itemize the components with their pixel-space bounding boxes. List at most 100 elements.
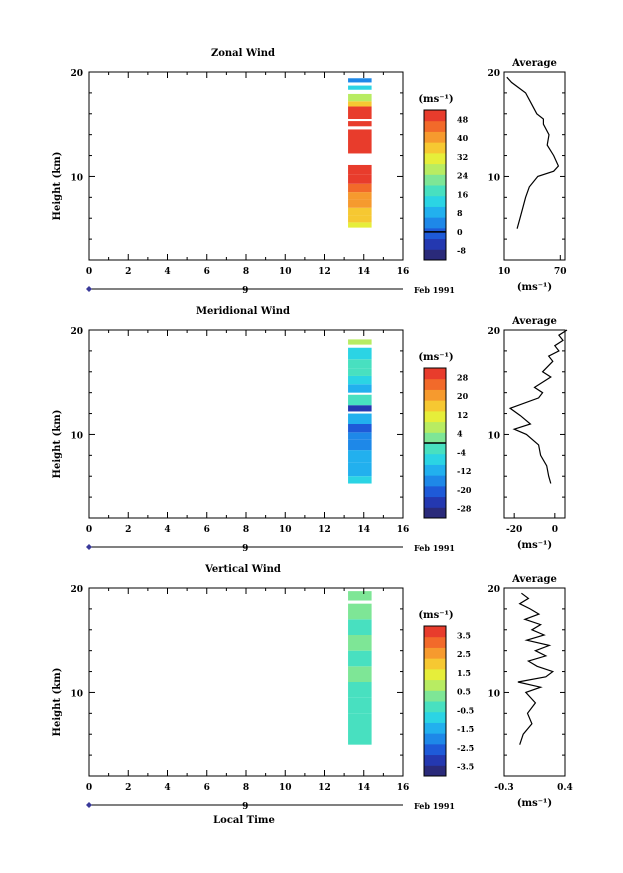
x-tick-label: 0 (86, 525, 92, 535)
colorbar-segment (424, 701, 446, 712)
profile-x-tick-label: -20 (506, 525, 522, 535)
heatmap-cell (348, 713, 372, 729)
heatmap-cell (348, 121, 372, 126)
x-tick-label: 16 (397, 525, 410, 535)
colorbar-segment (424, 400, 446, 411)
x-axis-label: Local Time (213, 815, 275, 826)
panel-title: Meridional Wind (196, 306, 290, 317)
colorbar-segment (424, 722, 446, 733)
colorbar-segment (424, 486, 446, 497)
colorbar-segment (424, 142, 446, 153)
y-tick-label: 10 (70, 689, 83, 699)
profile-x-tick-label: 0 (552, 525, 558, 535)
wind-figure: 0 2 4 6 8 10 12 14 161020Zonal WindHeight (km)9 F… (0, 0, 623, 873)
colorbar-tick-label: -2.5 (457, 743, 474, 753)
colorbar-segment (424, 658, 446, 669)
colorbar-segment (424, 755, 446, 766)
profile-y-tick-label: 10 (487, 431, 500, 441)
heatmap-cell (348, 165, 372, 174)
heatmap-cell (348, 384, 372, 392)
profile-x-tick-label: 10 (498, 267, 511, 277)
x-tick-label: 12 (318, 783, 331, 793)
colorbar-tick-label: -28 (457, 504, 472, 514)
profile-frame (504, 330, 565, 518)
y-tick-label: 20 (70, 327, 83, 337)
x-tick-label: 2 (125, 783, 131, 793)
colorbar-segment (424, 443, 446, 454)
colorbar-tick-label: 0 (457, 227, 463, 237)
heatmap-cell (348, 376, 372, 384)
x-tick-label: 0 (86, 783, 92, 793)
profile-title: Average (511, 58, 557, 69)
x-tick-label: 16 (397, 267, 410, 277)
x-tick-label: 12 (318, 525, 331, 535)
date-bar-start-marker (86, 544, 92, 550)
colorbar-unit: (ms⁻¹) (418, 610, 453, 621)
colorbar-segment (424, 744, 446, 755)
x-tick-label: 10 (279, 267, 292, 277)
colorbar-segment (424, 669, 446, 680)
heatmap-cell (348, 635, 372, 651)
colorbar-tick-label: -1.5 (457, 724, 474, 734)
colorbar-unit: (ms⁻¹) (418, 352, 453, 363)
x-tick-label: 14 (357, 525, 370, 535)
heatmap-cell (348, 174, 372, 183)
heatmap-cell (348, 450, 372, 463)
colorbar-segment (424, 690, 446, 701)
day-marker: 9 (242, 544, 248, 554)
colorbar-segment (424, 475, 446, 486)
profile-frame (504, 72, 565, 260)
profile-line (518, 593, 553, 745)
profile-x-tick-label: 0.4 (557, 783, 573, 793)
colorbar-segment (424, 680, 446, 691)
colorbar-segment (424, 497, 446, 508)
colorbar-segment (424, 432, 446, 443)
x-tick-label: 10 (279, 525, 292, 535)
heatmap-cell (348, 94, 372, 101)
y-tick-label: 10 (70, 173, 83, 183)
y-axis-label: Height (km) (52, 410, 63, 479)
heatmap-cell (348, 106, 372, 119)
heatmap-cell (348, 222, 372, 227)
colorbar-segment (424, 174, 446, 185)
colorbar-segment (424, 733, 446, 744)
y-tick-label: 20 (70, 585, 83, 595)
colorbar-tick-label: 20 (457, 391, 469, 401)
colorbar-tick-label: -4 (457, 447, 466, 457)
heatmap-cell (348, 729, 372, 745)
heatmap-cell (348, 476, 372, 483)
heatmap-cell (348, 184, 372, 192)
heatmap-cell (348, 432, 372, 439)
colorbar-tick-label: 28 (457, 372, 469, 382)
colorbar-segment (424, 110, 446, 121)
heatmap-cell (348, 651, 372, 667)
heatmap-cell (348, 192, 372, 199)
colorbar-segment (424, 249, 446, 260)
profile-x-tick-label: 70 (554, 267, 567, 277)
colorbar-tick-label: 4 (457, 429, 463, 439)
day-marker: 9 (242, 802, 248, 812)
profile-y-tick-label: 10 (487, 689, 500, 699)
colorbar-segment (424, 185, 446, 196)
colorbar-segment (424, 196, 446, 207)
colorbar-tick-label: 16 (457, 189, 469, 199)
x-tick-label: 6 (204, 783, 210, 793)
colorbar-tick-label: -8 (457, 246, 466, 256)
profile-y-tick-label: 10 (487, 173, 500, 183)
heatmap-cell (348, 424, 372, 432)
colorbar-segment (424, 206, 446, 217)
y-tick-label: 10 (70, 431, 83, 441)
x-tick-label: 4 (164, 525, 170, 535)
x-tick-label: 8 (243, 783, 249, 793)
colorbar-segment (424, 389, 446, 400)
colorbar-segment (424, 121, 446, 132)
panel-title: Zonal Wind (211, 48, 275, 59)
profile-title: Average (511, 574, 557, 585)
colorbar-tick-label: 48 (457, 114, 469, 124)
x-tick-label: 6 (204, 267, 210, 277)
panel-meridional: 0 2 4 6 8 10 12 14 16 10 20 Meridional Wind Height (… (52, 306, 567, 554)
colorbar-tick-label: 3.5 (457, 630, 471, 640)
profile-x-label: (ms⁻¹) (517, 540, 552, 551)
x-tick-label: 14 (357, 267, 370, 277)
